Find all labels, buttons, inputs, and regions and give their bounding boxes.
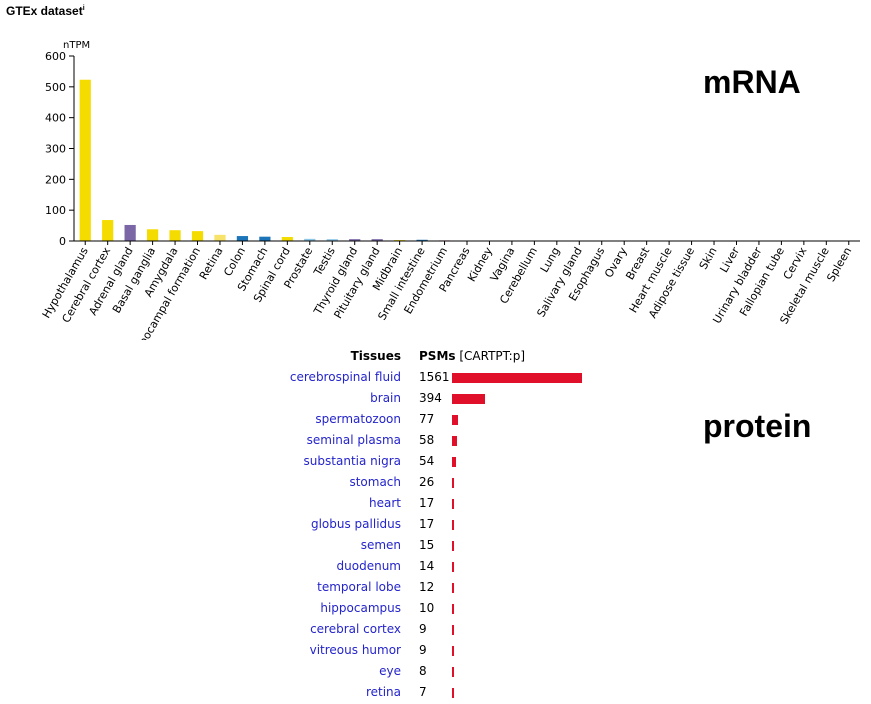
psm-table-row: duodenum 14 xyxy=(0,556,871,577)
tissue-link[interactable]: heart xyxy=(369,496,401,510)
psm-bar xyxy=(452,688,454,698)
psm-bar xyxy=(452,541,454,551)
psm-table-row: brain 394 xyxy=(0,388,871,409)
tissue-link[interactable]: stomach xyxy=(349,475,401,489)
psm-bar xyxy=(452,415,459,425)
tissue-link[interactable]: hippocampus xyxy=(320,601,401,615)
tissue-link[interactable]: eye xyxy=(379,664,401,678)
psm-count: 77 xyxy=(419,412,435,426)
y-tick-label: 100 xyxy=(45,204,66,217)
psm-table-row: spermatozoon 77 xyxy=(0,409,871,430)
y-axis: 0 100 200 300 400 500 600 xyxy=(45,50,75,248)
y-tick-label: 300 xyxy=(45,143,66,156)
tissue-link[interactable]: semen xyxy=(360,538,401,552)
psm-count: 8 xyxy=(419,664,427,678)
psm-table-row: vitreous humor 9 xyxy=(0,640,871,661)
tissue-link[interactable]: cerebrospinal fluid xyxy=(289,370,401,384)
psm-count: 10 xyxy=(419,601,435,615)
psm-table-row: hippocampus 10 xyxy=(0,598,871,619)
bar[interactable] xyxy=(191,231,204,241)
psm-bar xyxy=(452,604,454,614)
y-tick-label: 0 xyxy=(59,235,66,248)
psms-header-label: PSMs xyxy=(419,349,456,363)
psm-table-row: retina 7 xyxy=(0,682,871,703)
psm-table-row: heart 17 xyxy=(0,493,871,514)
psm-count: 17 xyxy=(419,496,435,510)
tissue-link[interactable]: globus pallidus xyxy=(310,517,401,531)
psm-table-row: temporal lobe 12 xyxy=(0,577,871,598)
psm-bar xyxy=(452,499,454,509)
bar[interactable] xyxy=(416,239,428,241)
psm-count: 54 xyxy=(419,454,435,468)
tissues-column-header: Tissues xyxy=(350,349,401,363)
psm-count: 17 xyxy=(419,517,435,531)
psm-bar xyxy=(452,625,454,635)
tissue-link[interactable]: cerebral cortex xyxy=(310,622,401,636)
bar[interactable] xyxy=(349,239,361,241)
bar[interactable] xyxy=(281,236,293,241)
protein-annotation: protein xyxy=(703,408,812,444)
psm-table-row: cerebral cortex 9 xyxy=(0,619,871,640)
psm-count: 9 xyxy=(419,643,427,657)
tissue-link[interactable]: vitreous humor xyxy=(309,643,401,657)
psm-count: 58 xyxy=(419,433,435,447)
tissue-link[interactable]: substantia nigra xyxy=(303,454,401,468)
psm-count: 12 xyxy=(419,580,435,594)
bar[interactable] xyxy=(371,239,383,241)
psm-bar xyxy=(452,646,454,656)
psm-table-row: eye 8 xyxy=(0,661,871,682)
psm-table-row: semen 15 xyxy=(0,535,871,556)
bar[interactable] xyxy=(304,238,316,241)
bar[interactable] xyxy=(259,236,271,241)
bar[interactable] xyxy=(236,236,249,241)
bar[interactable] xyxy=(169,230,181,241)
chart-title: GTEx dataseti xyxy=(6,4,85,18)
bar-series xyxy=(79,79,855,242)
psm-count: 14 xyxy=(419,559,435,573)
x-tick-label: Skin xyxy=(697,245,720,272)
y-tick-label: 500 xyxy=(45,81,66,94)
y-tick-label: 600 xyxy=(45,50,66,63)
tissue-link[interactable]: temporal lobe xyxy=(317,580,401,594)
psm-table-row: substantia nigra 54 xyxy=(0,451,871,472)
bar[interactable] xyxy=(124,224,136,241)
tissue-link[interactable]: brain xyxy=(370,391,401,405)
mrna-bar-chart: GTEx dataseti nTPM 0 100 200 300 400 500 600 H… xyxy=(6,4,860,340)
psm-table-row: cerebrospinal fluid 1561 xyxy=(0,367,871,388)
psm-table-row: globus pallidus 17 xyxy=(0,514,871,535)
y-tick-label: 200 xyxy=(45,173,66,186)
bar[interactable] xyxy=(102,220,114,241)
tissue-link[interactable]: retina xyxy=(365,685,401,699)
psm-count: 9 xyxy=(419,622,427,636)
psm-bar xyxy=(452,520,454,530)
psm-bar xyxy=(452,457,457,467)
y-tick-label: 400 xyxy=(45,112,66,125)
psm-bar xyxy=(452,394,485,404)
psm-bar xyxy=(452,478,455,488)
psm-table-row: seminal plasma 58 xyxy=(0,430,871,451)
psm-bar xyxy=(452,667,454,677)
psm-count: 7 xyxy=(419,685,427,699)
psm-count: 394 xyxy=(419,391,442,405)
bar[interactable] xyxy=(214,234,226,241)
psm-bar xyxy=(452,373,582,383)
psms-header-gene: [CARTPT:p] xyxy=(459,349,526,363)
tissue-link[interactable]: spermatozoon xyxy=(315,412,401,426)
psm-bar xyxy=(452,583,454,593)
bar[interactable] xyxy=(79,79,91,241)
psms-column-header: PSMs [CARTPT:p] xyxy=(419,346,525,367)
psm-count: 1561 xyxy=(419,370,450,384)
psm-table-row: stomach 26 xyxy=(0,472,871,493)
mrna-annotation: mRNA xyxy=(703,64,801,100)
bar[interactable] xyxy=(326,239,338,241)
psm-bar xyxy=(452,562,454,572)
psm-bar xyxy=(452,436,457,446)
bar[interactable] xyxy=(146,229,159,241)
psm-count: 26 xyxy=(419,475,435,489)
y-axis-label: nTPM xyxy=(63,40,90,51)
tissue-link[interactable]: duodenum xyxy=(336,559,401,573)
tissue-link[interactable]: seminal plasma xyxy=(306,433,401,447)
psm-count: 15 xyxy=(419,538,435,552)
